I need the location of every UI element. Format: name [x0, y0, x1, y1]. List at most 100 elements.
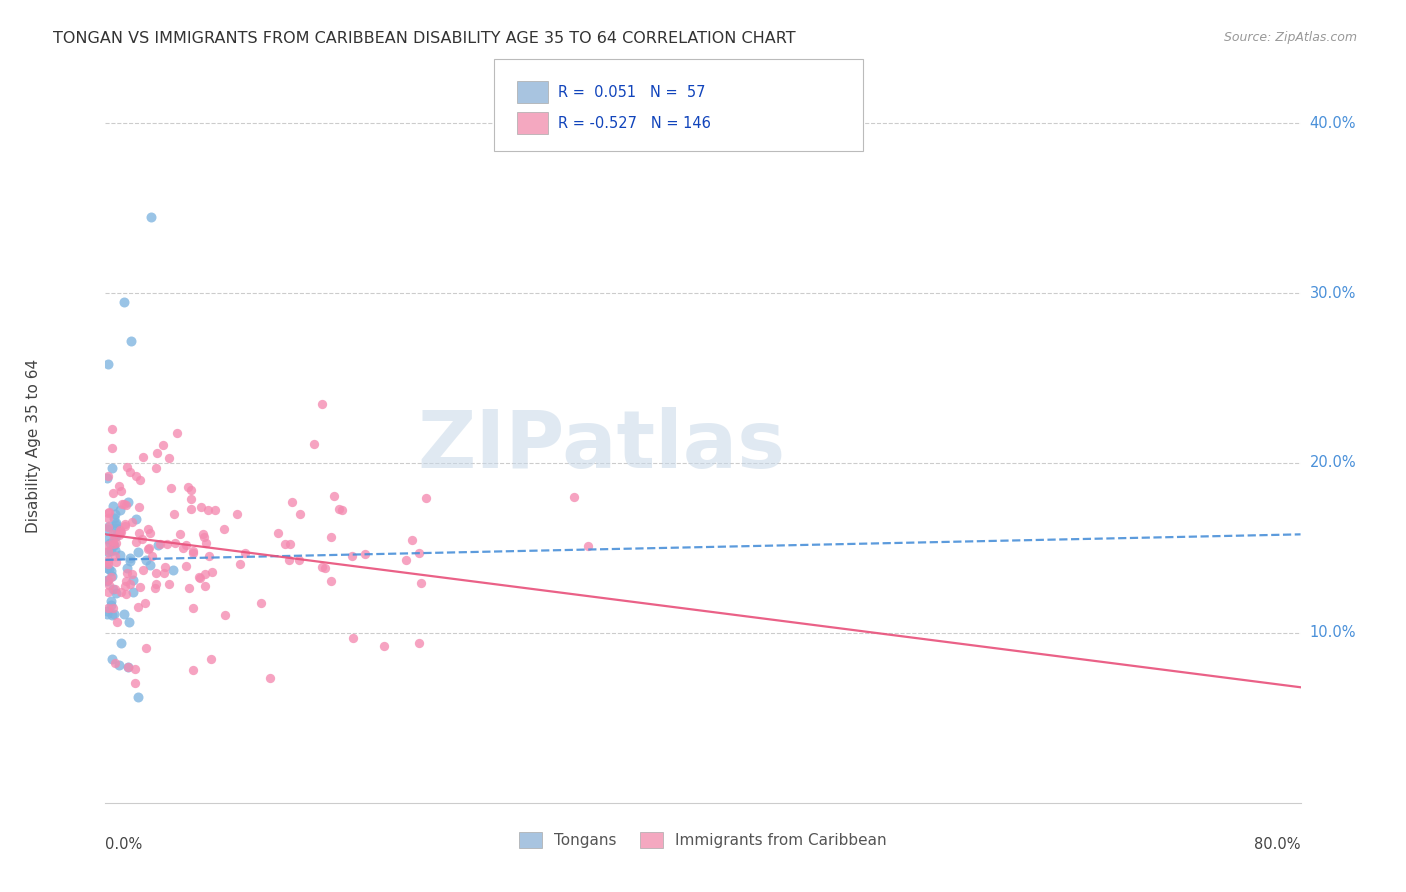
Point — [415, 491, 437, 505]
Point — [143, 581, 166, 595]
Point — [157, 450, 180, 465]
Point — [104, 549, 127, 564]
Point — [96, 471, 118, 485]
Point — [97, 358, 120, 372]
Point — [112, 294, 135, 309]
Point — [108, 548, 131, 562]
Point — [108, 657, 131, 672]
Point — [576, 539, 599, 553]
Point — [96, 604, 118, 618]
Point — [117, 660, 139, 674]
Point — [96, 573, 118, 587]
Text: 20.0%: 20.0% — [1309, 456, 1357, 470]
Point — [330, 502, 353, 516]
Point — [103, 485, 125, 500]
Point — [108, 503, 131, 517]
Point — [107, 479, 129, 493]
Point — [124, 469, 146, 483]
Point — [97, 505, 120, 519]
Point — [278, 553, 301, 567]
Point — [201, 565, 224, 579]
Point — [118, 615, 141, 629]
Point — [117, 560, 139, 574]
Point — [174, 538, 197, 552]
Point — [311, 560, 333, 574]
Point — [373, 639, 395, 653]
Point — [259, 671, 281, 685]
Point — [100, 607, 122, 622]
Point — [153, 560, 176, 574]
Point — [100, 599, 122, 613]
Point — [146, 446, 169, 460]
Point — [100, 536, 122, 550]
Point — [311, 396, 333, 410]
Point — [112, 607, 135, 621]
Point — [101, 461, 124, 475]
Point — [131, 532, 153, 546]
Point — [250, 596, 273, 610]
Point — [96, 574, 118, 588]
Point — [112, 497, 135, 511]
Point — [125, 512, 148, 526]
Point — [124, 676, 146, 690]
Point — [194, 579, 217, 593]
Point — [323, 489, 346, 503]
Point — [122, 574, 145, 588]
Point — [321, 530, 343, 544]
Point — [114, 517, 136, 532]
Point — [401, 533, 423, 547]
Point — [101, 568, 124, 582]
Point — [105, 521, 128, 535]
Point — [319, 574, 342, 588]
Point — [314, 561, 336, 575]
Point — [177, 480, 200, 494]
Point — [97, 557, 120, 571]
Point — [118, 466, 141, 480]
Point — [198, 549, 221, 563]
Point — [562, 490, 585, 504]
Point — [103, 534, 125, 549]
Point — [97, 469, 120, 483]
Point — [104, 507, 127, 521]
Point — [128, 580, 150, 594]
Point — [132, 564, 155, 578]
Point — [97, 556, 120, 570]
Point — [157, 577, 180, 591]
Point — [145, 577, 167, 591]
Point — [411, 575, 433, 590]
Point — [120, 551, 142, 566]
Point — [105, 615, 128, 630]
Point — [148, 538, 170, 552]
Text: R =  0.051   N =  57: R = 0.051 N = 57 — [558, 85, 706, 100]
Point — [97, 544, 120, 558]
Point — [169, 526, 191, 541]
Point — [97, 562, 120, 576]
Point — [288, 508, 311, 522]
Point — [103, 500, 125, 514]
Point — [138, 541, 160, 555]
Point — [115, 566, 138, 581]
Point — [190, 500, 212, 515]
Point — [120, 554, 142, 568]
Point — [274, 536, 297, 550]
Point — [128, 500, 150, 514]
Point — [97, 506, 120, 520]
Point — [115, 574, 138, 588]
Point — [183, 543, 205, 558]
Point — [115, 498, 138, 512]
Point — [96, 607, 118, 622]
Point — [97, 520, 120, 534]
Point — [180, 491, 202, 506]
Point — [180, 483, 202, 497]
Point — [152, 438, 174, 452]
Point — [110, 523, 132, 537]
Point — [177, 581, 200, 595]
Point — [104, 536, 127, 550]
Point — [204, 503, 226, 517]
Point — [280, 495, 302, 509]
Point — [214, 522, 236, 536]
Point — [127, 544, 149, 558]
Point — [96, 522, 118, 536]
Text: ZIPatlas: ZIPatlas — [418, 407, 786, 485]
Point — [139, 210, 162, 224]
